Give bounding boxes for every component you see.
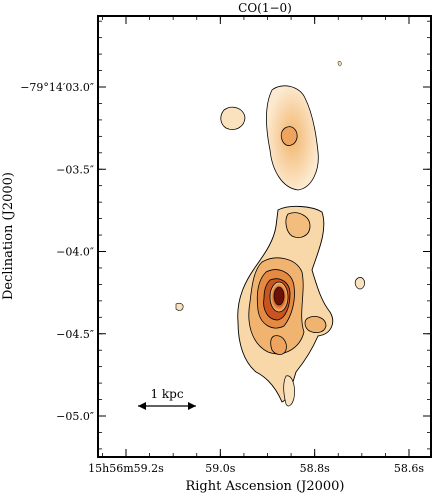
x-tick-label: 15h56m59.2s xyxy=(88,462,164,475)
x-axis-label: Right Ascension (J2000) xyxy=(185,479,344,494)
y-tick-label: −79°14′03.0″ xyxy=(20,81,94,94)
plot-title: CO(1−0) xyxy=(238,1,292,15)
y-axis-ticks: −79°14′03.0″ −03.5″ −04.0″ −04.5″ −05.0″ xyxy=(20,20,431,450)
y-tick-label: −04.5″ xyxy=(56,328,94,341)
y-tick-label: −05.0″ xyxy=(56,410,94,423)
plot-frame xyxy=(97,15,432,458)
y-axis-label: Declination (J2000) xyxy=(1,172,16,300)
x-tick-label: 59.0s xyxy=(205,462,235,475)
x-tick-label: 58.6s xyxy=(394,462,424,475)
y-tick-label: −04.0″ xyxy=(56,246,94,259)
x-axis-ticks: 15h56m59.2s 59.0s 58.8s 58.6s xyxy=(88,16,424,475)
co-emission-map xyxy=(175,60,365,407)
scale-bar-label: 1 kpc xyxy=(150,387,183,401)
y-tick-label: −03.5″ xyxy=(56,163,94,176)
scale-bar: 1 kpc xyxy=(138,387,196,410)
x-tick-label: 58.8s xyxy=(300,462,330,475)
